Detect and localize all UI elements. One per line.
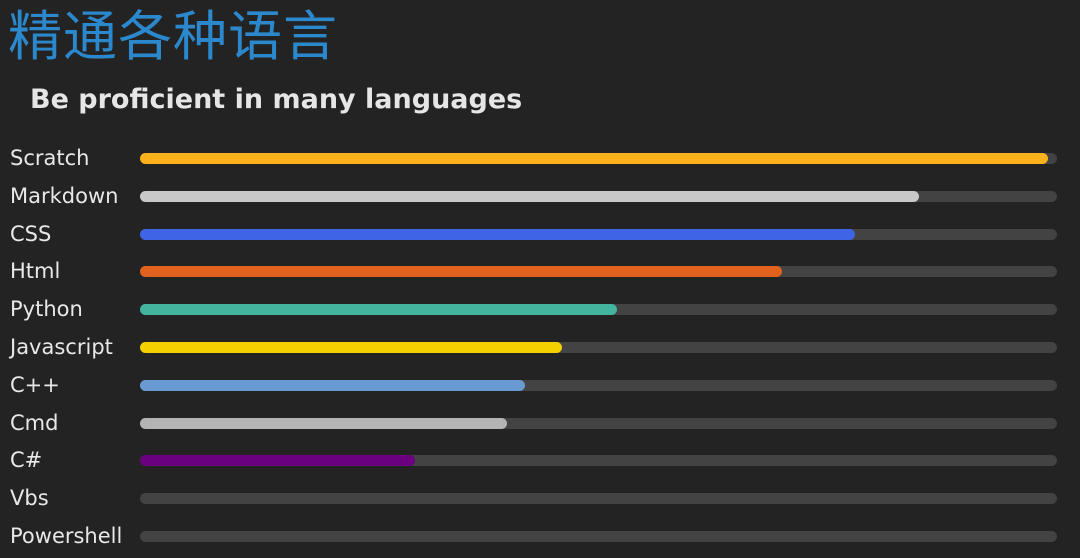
skill-bars: Scratch Markdown CSS Html Python Javascript C+…: [0, 139, 1080, 555]
bar-label: Vbs: [10, 486, 49, 511]
bar-row: C++: [0, 366, 1080, 404]
bar-row: CSS: [0, 215, 1080, 253]
chart-subtitle: Be proficient in many languages: [30, 84, 523, 115]
bar-track: [140, 190, 1057, 202]
bar-row: Html: [0, 252, 1080, 290]
bar-row: Powershell: [0, 517, 1080, 555]
bar-track: [140, 304, 1057, 316]
bar-row: Vbs: [0, 479, 1080, 517]
chart-title: 精通各种语言: [8, 5, 338, 68]
bar-fill: [140, 153, 1048, 164]
bar-label: Markdown: [10, 183, 119, 208]
bar-label: CSS: [10, 221, 52, 246]
bar-label: Scratch: [10, 146, 90, 170]
bar-label: Powershell: [10, 523, 123, 548]
bar-fill: [140, 266, 782, 278]
bar-fill: [140, 417, 507, 429]
bar-track: [140, 153, 1057, 164]
bar-label: Html: [10, 259, 61, 284]
bar-track: [140, 266, 1057, 278]
bar-label: Javascript: [10, 334, 113, 359]
bar-track: [140, 530, 1057, 542]
bar-track: [140, 341, 1057, 353]
bar-label: Python: [10, 297, 83, 322]
bar-track: [140, 228, 1057, 240]
bar-row: Python: [0, 290, 1080, 328]
bar-row: Cmd: [0, 404, 1080, 442]
bar-track: [140, 493, 1057, 505]
bar-row: C#: [0, 441, 1080, 479]
bar-row: Markdown: [0, 177, 1080, 215]
bar-track: [140, 455, 1057, 467]
bar-fill: [140, 379, 526, 391]
bar-fill: [140, 190, 920, 202]
bar-fill: [140, 304, 617, 316]
bar-fill: [140, 341, 562, 353]
bar-fill: [140, 455, 416, 467]
bar-fill: [140, 228, 856, 240]
bar-label: C++: [10, 372, 60, 397]
bar-row: Javascript: [0, 328, 1080, 366]
bar-row: Scratch: [0, 139, 1080, 177]
bar-label: C#: [10, 448, 43, 473]
bar-track: [140, 417, 1057, 429]
bar-label: Cmd: [10, 410, 59, 435]
bar-track: [140, 379, 1057, 391]
